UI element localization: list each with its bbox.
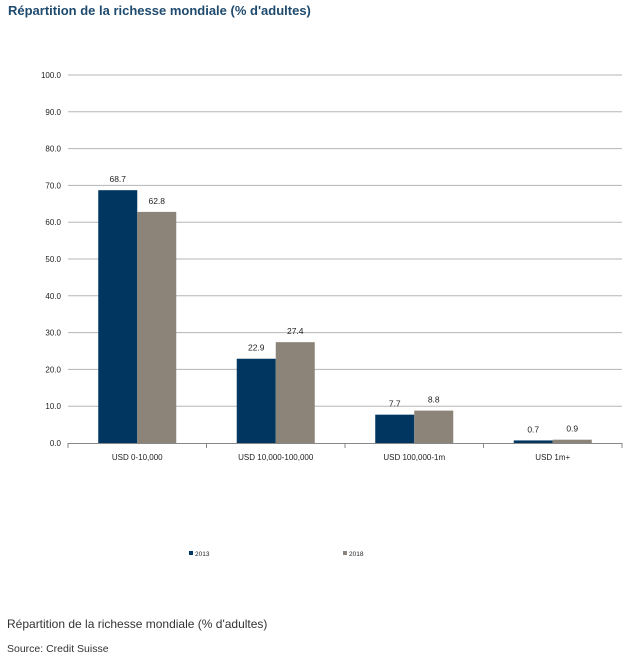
y-tick-label: 30.0 <box>45 329 61 338</box>
y-tick-label: 70.0 <box>45 181 61 190</box>
legend: 2013 2018 <box>189 551 364 558</box>
y-tick-label: 90.0 <box>45 108 61 117</box>
y-tick-label: 80.0 <box>45 145 61 154</box>
x-axis: USD 0-10,000 USD 10,000-100,000 USD 100,00… <box>67 443 623 462</box>
y-tick-label: 20.0 <box>45 365 61 374</box>
y-tick-label: 60.0 <box>45 218 61 227</box>
data-label: 8.8 <box>428 395 440 405</box>
bars <box>98 190 592 443</box>
legend-label-2018: 2018 <box>349 551 364 558</box>
data-labels: 68.7 62.8 22.9 27.4 7.7 8.8 0.7 0.9 <box>109 174 578 434</box>
y-tick-label: 100.0 <box>41 71 62 80</box>
data-label: 7.7 <box>389 399 401 409</box>
legend-swatch-2018 <box>343 551 347 555</box>
bar-chart: 0.0 10.0 20.0 30.0 40.0 50.0 60.0 70.0 80.0 90.0 1… <box>41 71 623 558</box>
figure-caption: Répartition de la richesse mondiale (% d… <box>7 617 268 631</box>
bar-2018-2 <box>275 342 315 443</box>
data-label: 0.7 <box>527 424 539 434</box>
data-label: 27.4 <box>287 326 304 336</box>
y-tick-label: 10.0 <box>45 402 61 411</box>
bar-2018-3 <box>414 410 454 443</box>
legend-swatch-2013 <box>189 551 193 555</box>
x-category-label: USD 0-10,000 <box>112 453 163 462</box>
y-tick-label: 40.0 <box>45 292 61 301</box>
source-note: Source: Credit Suisse <box>7 643 109 655</box>
x-category-label: USD 10,000-100,000 <box>238 453 314 462</box>
y-tick-label: 0.0 <box>50 439 62 448</box>
bar-2013-4 <box>513 440 553 443</box>
chart-title: Répartition de la richesse mondiale (% d… <box>8 3 311 18</box>
x-category-label: USD 100,000-1m <box>383 453 445 462</box>
bar-2013-2 <box>236 358 276 443</box>
bar-2013-1 <box>98 190 138 443</box>
data-label: 68.7 <box>109 174 126 184</box>
bar-2018-1 <box>137 211 177 443</box>
data-label: 62.8 <box>148 196 165 206</box>
data-label: 22.9 <box>248 343 265 353</box>
x-category-label: USD 1m+ <box>535 453 570 462</box>
y-axis-ticks: 0.0 10.0 20.0 30.0 40.0 50.0 60.0 70.0 80.0 90.0 1… <box>41 71 62 448</box>
legend-label-2013: 2013 <box>195 551 210 558</box>
data-label: 0.9 <box>566 424 578 434</box>
bar-2018-4 <box>552 439 592 443</box>
bar-2013-3 <box>375 414 415 443</box>
y-tick-label: 50.0 <box>45 255 61 264</box>
gridlines <box>68 74 622 407</box>
